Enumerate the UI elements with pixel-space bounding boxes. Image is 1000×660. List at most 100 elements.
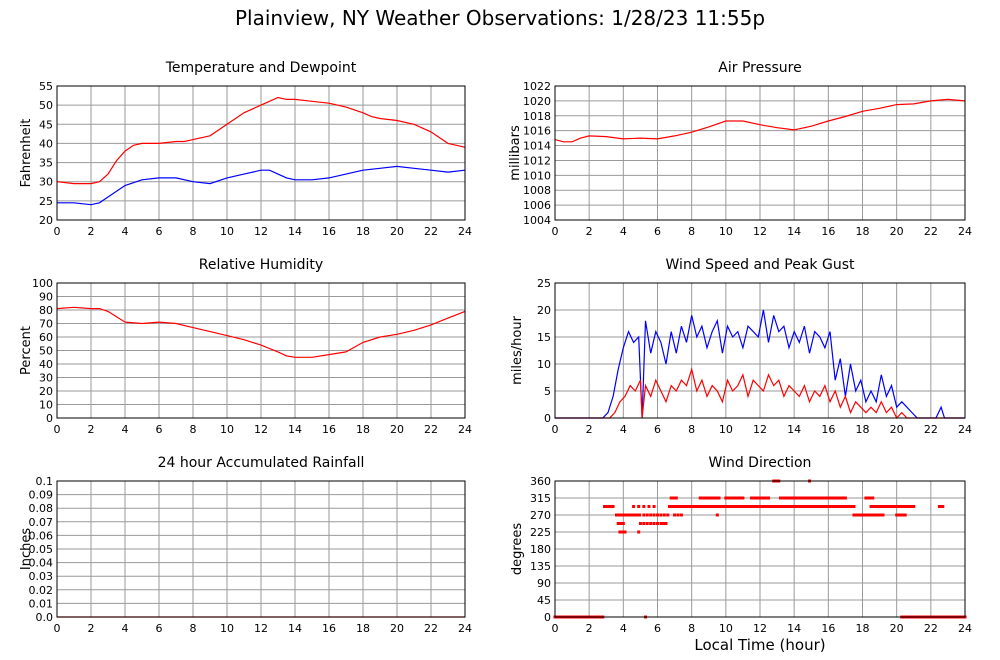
data-point — [726, 496, 730, 500]
data-point — [941, 505, 945, 508]
y-tick-label: 0.07 — [29, 516, 54, 529]
data-point — [638, 513, 642, 517]
x-axis-label: Local Time (hour) — [694, 636, 826, 654]
y-tick-label: 25 — [537, 277, 551, 290]
x-tick-label: 20 — [390, 423, 404, 436]
data-point — [881, 513, 885, 517]
data-point — [664, 522, 668, 525]
data-point — [816, 496, 820, 500]
y-tick-label: 1022 — [523, 80, 551, 93]
data-point — [683, 505, 687, 508]
data-point — [907, 505, 911, 508]
y-tick-label: 225 — [530, 526, 551, 539]
data-point — [869, 496, 873, 500]
data-point — [710, 505, 714, 508]
x-tick-label: 6 — [156, 622, 163, 635]
data-point — [866, 496, 870, 500]
data-point — [673, 513, 677, 517]
y-tick-label: 90 — [537, 577, 551, 590]
y-tick-label: 1010 — [523, 169, 551, 182]
x-tick-label: 2 — [586, 225, 593, 238]
data-point — [763, 505, 767, 508]
x-tick-label: 6 — [654, 622, 661, 635]
y-tick-label: 50 — [39, 99, 53, 112]
data-point — [789, 505, 793, 508]
data-point — [729, 496, 733, 500]
data-point — [874, 513, 878, 517]
x-tick-label: 18 — [856, 225, 870, 238]
data-point — [673, 505, 677, 508]
data-point — [609, 505, 613, 508]
data-point — [908, 505, 912, 508]
data-point — [697, 505, 700, 508]
data-point — [843, 505, 847, 508]
x-tick-label: 8 — [688, 225, 695, 238]
data-point — [806, 496, 810, 500]
data-point — [826, 505, 830, 508]
data-point — [603, 505, 607, 508]
data-point — [751, 496, 755, 500]
data-point — [861, 513, 864, 517]
data-point — [768, 505, 772, 508]
data-point — [734, 505, 738, 508]
data-point — [620, 513, 624, 517]
data-point — [821, 505, 825, 508]
data-point — [726, 505, 730, 508]
x-tick-label: 18 — [356, 622, 370, 635]
chart-title: Wind Speed and Peak Gust — [666, 257, 855, 273]
data-point — [796, 496, 800, 500]
x-tick-label: 22 — [924, 423, 938, 436]
data-point — [842, 505, 846, 508]
x-tick-label: 4 — [620, 622, 627, 635]
chart-title: Air Pressure — [718, 60, 801, 76]
series-line — [555, 367, 965, 420]
data-point — [871, 513, 875, 517]
data-point — [712, 505, 716, 508]
data-point — [714, 496, 718, 500]
data-point — [881, 505, 885, 508]
x-tick-label: 24 — [958, 225, 972, 238]
x-tick-label: 6 — [654, 423, 661, 436]
series-line — [555, 309, 965, 419]
data-point — [779, 496, 782, 500]
data-point — [818, 505, 822, 508]
data-point — [898, 505, 902, 508]
data-point — [708, 496, 712, 500]
data-point — [722, 505, 726, 508]
data-point — [871, 505, 875, 508]
x-tick-label: 0 — [552, 225, 559, 238]
data-point — [767, 496, 771, 500]
data-point — [900, 513, 904, 517]
data-point — [679, 513, 683, 517]
data-point — [661, 522, 665, 525]
data-point — [799, 496, 803, 500]
data-point — [637, 505, 641, 508]
data-point — [724, 496, 728, 500]
data-point — [727, 505, 731, 508]
x-tick-label: 14 — [787, 423, 801, 436]
chart-title: Temperature and Dewpoint — [165, 60, 357, 76]
data-point — [823, 496, 827, 500]
data-point — [767, 505, 771, 508]
data-point — [847, 505, 851, 508]
data-point — [620, 530, 624, 534]
y-tick-label: 30 — [39, 372, 53, 385]
data-point — [852, 505, 856, 508]
x-tick-label: 4 — [122, 225, 129, 238]
data-point — [896, 513, 900, 517]
x-tick-label: 10 — [719, 622, 733, 635]
plot-frame — [554, 282, 966, 419]
data-point — [784, 505, 788, 508]
data-point — [905, 505, 909, 508]
x-tick-label: 2 — [88, 225, 95, 238]
data-point — [840, 505, 844, 508]
data-point — [902, 513, 905, 517]
x-tick-label: 16 — [322, 622, 336, 635]
data-point — [792, 505, 796, 508]
data-point — [743, 505, 747, 508]
series-line — [57, 165, 466, 206]
data-point — [852, 513, 856, 517]
data-point — [813, 505, 817, 508]
